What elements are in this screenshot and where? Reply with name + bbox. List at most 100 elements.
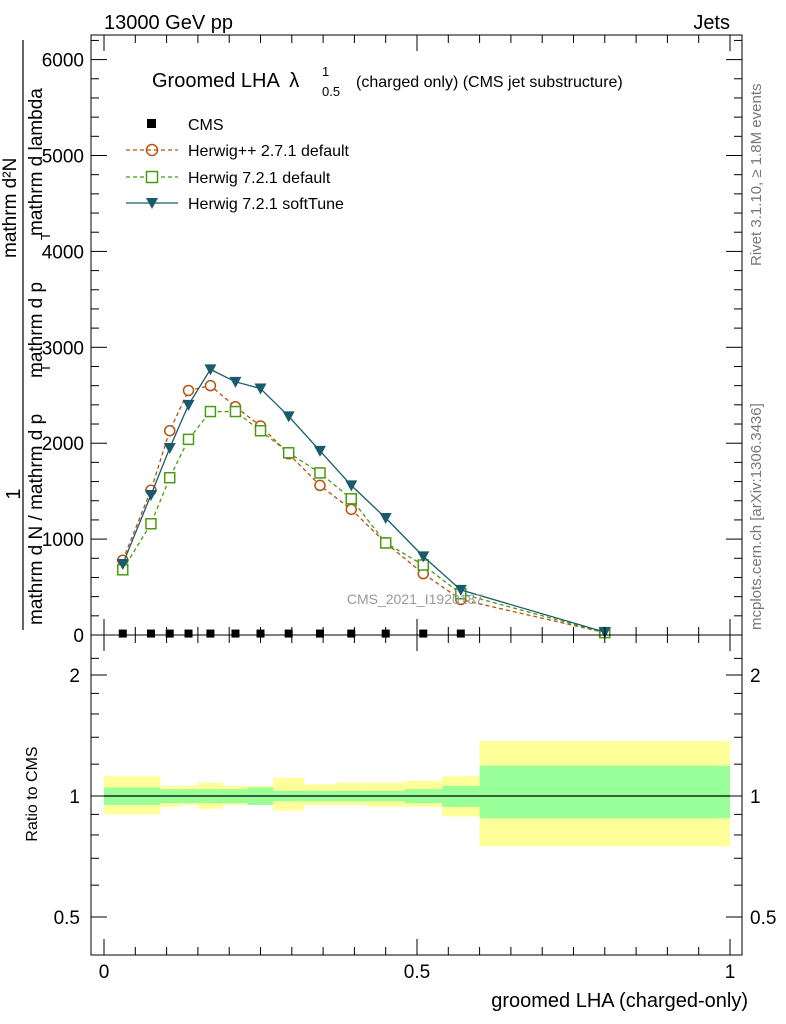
cms-point	[165, 629, 174, 638]
legend-softtune-marker	[146, 198, 158, 209]
ratio-ytick-label: 2	[69, 666, 80, 687]
ylabel-top: 1	[3, 488, 25, 499]
herwigpp-point	[204, 379, 217, 392]
legend-herwig721-marker	[145, 170, 159, 184]
herwig721-point	[182, 433, 195, 446]
softtune-point	[229, 376, 242, 388]
softtune-point	[182, 399, 195, 411]
softtune-point	[163, 442, 176, 454]
cms-point	[231, 629, 240, 638]
softtune-point	[116, 559, 129, 571]
cms-point	[284, 629, 293, 638]
cms-point	[456, 629, 465, 638]
ratio-xtick-label: 0	[99, 962, 110, 983]
rivet-label: Rivet 3.1.10, ≥ 1.8M events	[748, 84, 765, 267]
main-x-ticks	[103, 35, 731, 635]
legend-item-cms: CMS	[147, 117, 224, 134]
ylabel-frac-num: mathrm d²N	[0, 158, 21, 258]
header-left: 13000 GeV pp	[104, 12, 233, 34]
band-inner	[479, 765, 730, 819]
softtune-point	[144, 489, 157, 501]
ratio-xtick-label: 0.5	[404, 962, 430, 983]
ratio-ytick-label: 0.5	[54, 908, 80, 929]
series-line-2	[122, 410, 605, 634]
herwigpp-point	[345, 503, 358, 516]
herwigpp-point	[182, 384, 195, 397]
plot-title: Groomed LHA λ	[152, 70, 299, 92]
softtune-point	[313, 445, 326, 457]
main-ytick-label: 2000	[42, 434, 84, 455]
softtune-point	[454, 584, 467, 596]
herwig721-point	[314, 467, 326, 479]
cms-point	[419, 629, 428, 638]
softtune-point	[345, 480, 358, 492]
main-ytick-label: 1000	[42, 530, 84, 551]
softtune-point	[254, 383, 267, 395]
ratio-ylabel: Ratio to CMS	[24, 746, 41, 841]
cms-point	[146, 629, 155, 638]
title-main: Groomed LHA	[152, 70, 280, 92]
mcplots-label: mcplots.cern.ch [arXiv:1306.3436]	[748, 403, 765, 630]
herwigpp-point	[163, 424, 176, 437]
herwig721-point	[145, 518, 157, 530]
ratio-xlabel: groomed LHA (charged-only)	[491, 990, 748, 1012]
main-ylabel: 1 mathrm d N / mathrm d p mathrm d²N mat…	[0, 40, 53, 630]
legend-cms-marker	[147, 119, 156, 128]
main-y-ticks: 0 1000 2000 3000 4000 5000 6000	[42, 39, 742, 647]
header-right: Jets	[693, 12, 730, 34]
ratio-ytick-label: 1	[69, 787, 80, 808]
cms-point	[206, 629, 215, 638]
main-plot-layer	[116, 364, 611, 639]
herwigpp-point	[314, 479, 326, 492]
legend-herwigpp-label: Herwig++ 2.7.1 default	[188, 143, 350, 160]
legend-softtune-label: Herwig 7.2.1 softTune	[188, 196, 344, 213]
series-3	[116, 364, 611, 639]
softtune-point	[204, 364, 217, 376]
legend-cms-label: CMS	[188, 117, 224, 134]
legend-herwig721-label: Herwig 7.2.1 default	[188, 170, 331, 187]
series-line-3	[122, 368, 605, 633]
ylabel-sub-t2: T	[38, 232, 53, 240]
legend-item-softtune: Herwig 7.2.1 softTune	[126, 196, 344, 213]
softtune-point	[282, 411, 295, 423]
ylabel-frac-den2: mathrm d lambda	[26, 88, 47, 236]
herwig721-point	[163, 471, 176, 484]
ratio-ytick-label-right: 0.5	[750, 908, 776, 929]
ratio-ytick-label-right: 2	[750, 666, 761, 687]
softtune-point	[417, 551, 430, 563]
cms-point	[347, 629, 356, 638]
watermark: CMS_2021_I1920187	[347, 591, 483, 607]
title-rest: (charged only) (CMS jet substructure)	[356, 74, 623, 91]
herwig721-point	[254, 424, 267, 437]
herwig721-point	[379, 537, 392, 549]
cms-point	[315, 629, 324, 638]
title-sup: 1	[322, 64, 329, 79]
cms-point	[184, 629, 193, 638]
title-sub: 0.5	[322, 84, 340, 99]
herwig721-point	[282, 447, 295, 459]
herwig721-point	[204, 405, 217, 418]
main-ytick-label: 3000	[42, 338, 84, 359]
main-ytick-label: 4000	[42, 242, 84, 263]
softtune-point	[379, 513, 392, 525]
ylabel-frac-den: mathrm d p	[26, 282, 47, 378]
ylabel-sub-t: T	[38, 364, 53, 372]
cms-point	[118, 629, 127, 638]
herwig721-point	[345, 493, 358, 505]
legend-item-herwig721: Herwig 7.2.1 default	[126, 170, 331, 187]
main-ytick-label: 6000	[42, 51, 84, 72]
herwig721-point	[229, 405, 242, 418]
ratio-ytick-label-right: 1	[750, 787, 761, 808]
ratio-x-ticks: 0 0.5 1	[99, 635, 736, 983]
legend: CMS Herwig++ 2.7.1 default Herwig 7.2.1 …	[126, 117, 350, 213]
legend-herwigpp-marker	[145, 143, 159, 157]
legend-item-herwigpp: Herwig++ 2.7.1 default	[126, 143, 350, 160]
ratio-xtick-label: 1	[725, 962, 736, 983]
main-ytick-label: 5000	[42, 147, 84, 168]
ratio-plot-layer	[104, 741, 730, 847]
series-0	[118, 629, 609, 638]
main-ytick-label: 0	[73, 626, 84, 647]
title-symbol: λ	[289, 70, 299, 92]
